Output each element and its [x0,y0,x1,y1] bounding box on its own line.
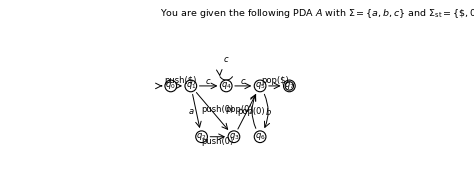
Text: push($): push($) [164,76,197,85]
Circle shape [254,131,266,143]
Text: push(0): push(0) [201,137,234,146]
Circle shape [185,80,197,92]
Circle shape [165,80,177,92]
Text: $c$: $c$ [223,55,229,64]
Text: pop($): pop($) [261,76,289,85]
Text: $q_7$: $q_7$ [284,80,295,91]
Text: $q_3$: $q_3$ [228,131,239,142]
Circle shape [228,131,240,143]
Text: $b$: $b$ [265,106,272,117]
Text: You are given the following PDA $A$ with $\Sigma = \{a, b, c\}$ and $\Sigma_{\rm: You are given the following PDA $A$ with… [160,7,474,20]
Text: $c$: $c$ [205,77,212,86]
Text: $q_6$: $q_6$ [255,131,265,142]
Circle shape [283,80,295,92]
Text: $q_2$: $q_2$ [196,131,207,142]
Text: push(0): push(0) [201,104,233,113]
Text: pop(0): pop(0) [226,105,253,114]
Circle shape [196,131,208,143]
Text: $q_5$: $q_5$ [255,80,265,91]
Text: $q_0$: $q_0$ [165,80,176,91]
Text: $a$: $a$ [188,107,195,116]
Text: $c$: $c$ [240,77,246,86]
Text: $q_4$: $q_4$ [221,80,232,91]
Circle shape [220,80,232,92]
Text: pop(0): pop(0) [237,107,264,116]
Circle shape [254,80,266,92]
Text: $q_1$: $q_1$ [186,80,196,91]
